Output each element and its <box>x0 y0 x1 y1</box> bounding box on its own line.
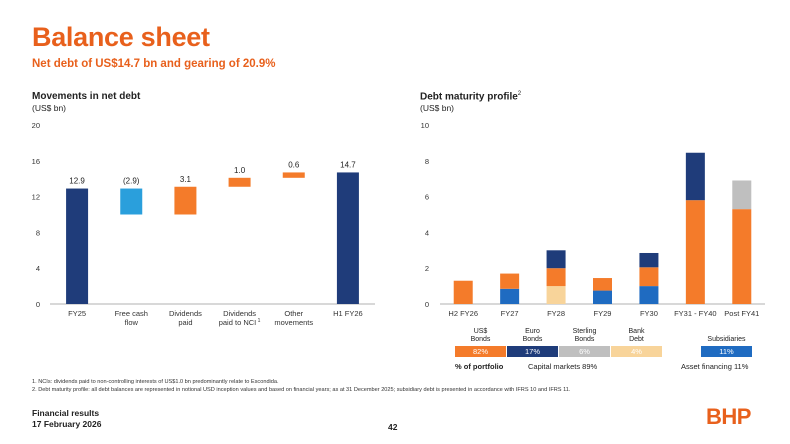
stacked-bar-segment <box>546 286 566 304</box>
legend-heading-line: Sterling <box>572 328 597 335</box>
legend-heading: Sterling Bonds <box>559 328 610 344</box>
legend-value-box: 6% <box>559 346 610 357</box>
page-subtitle: Net debt of US$14.7 bn and gearing of 20… <box>32 58 276 70</box>
asset-financing-label: Asset financing 11% <box>681 362 749 371</box>
y-tick-label: 12 <box>32 193 40 202</box>
x-tick-label: paid to NCI 1 <box>219 318 261 327</box>
x-tick-label: Dividends <box>169 309 202 318</box>
capital-markets-label: Capital markets 89% <box>528 362 598 371</box>
y-tick-label: 0 <box>36 300 40 309</box>
legend-heading-line: Bonds <box>574 336 595 343</box>
waterfall-bar <box>174 186 197 215</box>
debt-maturity-title-sup: 2 <box>517 91 522 97</box>
stacked-bar-segment <box>639 286 659 304</box>
y-tick-label: 20 <box>32 121 40 130</box>
bar-value-label: 12.9 <box>69 177 85 186</box>
legend-heading-line: Bonds <box>470 336 491 343</box>
footer-line-1: Financial results <box>32 408 100 418</box>
x-tick-label: FY30 <box>640 309 658 318</box>
waterfall-bar <box>336 172 359 304</box>
bar-value-label: 1.0 <box>234 166 246 175</box>
stacked-bar-segment <box>685 152 705 201</box>
waterfall-bar <box>228 177 251 187</box>
legend-heading-line: Bank <box>628 328 645 335</box>
debt-maturity-chart-unit: (US$ bn) <box>420 103 455 113</box>
footer-info: Financial results 17 February 2026 <box>32 408 101 430</box>
y-tick-label: 4 <box>425 228 429 237</box>
legend-heading-line: US$ <box>473 328 488 335</box>
stacked-bar-segment <box>593 290 612 304</box>
stacked-bar-segment <box>685 200 705 304</box>
x-tick-label: Other <box>284 309 303 318</box>
footnote-1: 1. NCIs: dividends paid to non-controlli… <box>32 379 279 385</box>
legend-value-box: 17% <box>507 346 558 357</box>
x-tick-label: FY25 <box>68 309 86 318</box>
stacked-bar-segment <box>639 267 659 287</box>
debt-maturity-title-text: Debt maturity profile <box>420 91 518 103</box>
x-tick-label: Free cash <box>115 309 148 318</box>
page-title: Balance sheet <box>32 22 210 52</box>
stacked-bar-segment <box>546 250 566 269</box>
x-tick-label: Dividends <box>223 309 256 318</box>
page-number: 42 <box>388 422 398 432</box>
bar-value-label: 3.1 <box>180 175 192 184</box>
y-tick-label: 16 <box>32 157 40 166</box>
y-tick-label: 8 <box>36 228 40 237</box>
y-tick-label: 0 <box>425 300 429 309</box>
y-tick-label: 6 <box>425 193 429 202</box>
y-tick-label: 2 <box>425 264 429 273</box>
bar-value-label: 0.6 <box>288 160 300 169</box>
debt-maturity-chart-title: Debt maturity profile2 <box>420 91 521 102</box>
x-tick-label: flow <box>125 318 139 327</box>
x-tick-label: H1 FY26 <box>333 309 363 318</box>
legend-heading-line: Subsidiaries <box>707 336 746 343</box>
waterfall-bar <box>66 188 89 304</box>
waterfall-bar <box>120 188 143 215</box>
stacked-bar-segment <box>500 273 520 289</box>
x-tick-label: FY31 - FY40 <box>674 309 717 318</box>
x-tick-label: paid <box>178 318 192 327</box>
net-debt-chart-unit: (US$ bn) <box>32 103 67 113</box>
legend-heading: Euro Bonds <box>507 328 558 344</box>
legend-heading: Subsidiaries <box>701 336 752 344</box>
legend-value-box: 4% <box>611 346 662 357</box>
stacked-bar-segment <box>732 180 752 210</box>
x-tick-label: movements <box>274 318 313 327</box>
legend-heading-line: Euro <box>525 328 540 335</box>
bhp-logo: BHP <box>706 404 751 429</box>
y-tick-label: 10 <box>421 121 429 130</box>
x-tick-label: Post FY41 <box>724 309 759 318</box>
legend-heading: US$ Bonds <box>455 328 506 344</box>
x-tick-label: FY27 <box>501 309 519 318</box>
waterfall-bar <box>282 172 305 178</box>
stacked-bar-segment <box>546 268 566 287</box>
legend-value-box: 82% <box>455 346 506 357</box>
stacked-bar-segment <box>593 278 612 291</box>
bar-value-label: 14.7 <box>340 160 356 169</box>
footer-line-2: 17 February 2026 <box>32 419 102 429</box>
y-tick-label: 8 <box>425 157 429 166</box>
stacked-bar-segment <box>639 252 659 268</box>
pct-portfolio-label: % of portfolio <box>455 362 504 371</box>
stacked-bar-segment <box>732 209 752 304</box>
stacked-bar-segment <box>453 280 473 304</box>
bar-value-label: (2.9) <box>123 177 140 186</box>
stacked-bar-segment <box>500 288 520 304</box>
legend-heading-line: Bonds <box>522 336 543 343</box>
x-tick-label: H2 FY26 <box>448 309 478 318</box>
legend-heading-line: Debt <box>629 336 644 343</box>
y-tick-label: 4 <box>36 264 40 273</box>
footnotes: 1. NCIs: dividends paid to non-controlli… <box>32 378 570 394</box>
nci-footnote-ref: 1 <box>256 318 260 324</box>
x-tick-label: FY28 <box>547 309 565 318</box>
legend-value-box: 11% <box>701 346 752 357</box>
net-debt-chart-title: Movements in net debt <box>32 91 141 102</box>
footnote-2: 2. Debt maturity profile: all debt balan… <box>32 387 571 393</box>
x-tick-label: FY29 <box>594 309 612 318</box>
legend-heading: Bank Debt <box>611 328 662 344</box>
